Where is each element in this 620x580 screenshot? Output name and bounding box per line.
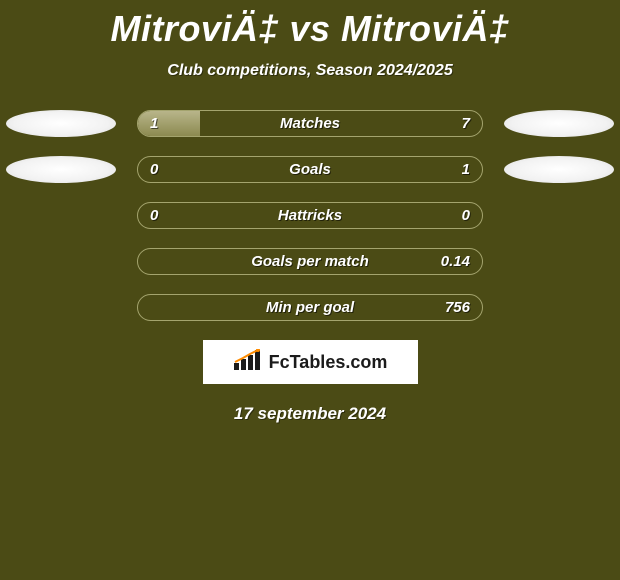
stat-row: 0 1Goals	[0, 156, 620, 183]
stat-label: Min per goal	[138, 295, 482, 320]
subtitle: Club competitions, Season 2024/2025	[0, 62, 620, 80]
stat-row: 17Matches	[0, 110, 620, 137]
stat-bar: 756Min per goal	[137, 294, 483, 321]
stat-value-right: 756	[445, 295, 470, 320]
stat-row: 0.14Goals per match	[0, 248, 620, 275]
watermark-text: FcTables.com	[269, 352, 388, 373]
team-marker-right	[504, 110, 614, 137]
stat-bar: 0 0Hattricks	[137, 202, 483, 229]
date-label: 17 september 2024	[0, 404, 620, 424]
stat-value-left: 0	[150, 203, 158, 228]
stat-value-right: 1	[462, 157, 470, 182]
stat-label: Goals	[138, 157, 482, 182]
team-marker-right	[504, 156, 614, 183]
stats-container: 17Matches01Goals00Hattricks0.14Goals per…	[0, 110, 620, 321]
bar-fill-left	[138, 111, 200, 136]
stat-bar: 0 1Goals	[137, 156, 483, 183]
team-marker-left	[6, 110, 116, 137]
page-title: MitroviÄ‡ vs MitroviÄ‡	[0, 0, 620, 50]
stat-label: Goals per match	[138, 249, 482, 274]
stat-value-right: 0.14	[441, 249, 470, 274]
chart-bars-icon	[233, 349, 265, 376]
stat-bar: 0.14Goals per match	[137, 248, 483, 275]
stat-value-right: 0	[462, 203, 470, 228]
stat-value-left: 0	[150, 157, 158, 182]
stat-label: Hattricks	[138, 203, 482, 228]
stat-value-right: 7	[462, 111, 470, 136]
stat-bar: 17Matches	[137, 110, 483, 137]
team-marker-left	[6, 156, 116, 183]
stat-row: 0 0Hattricks	[0, 202, 620, 229]
watermark[interactable]: FcTables.com	[203, 340, 418, 384]
stat-row: 756Min per goal	[0, 294, 620, 321]
